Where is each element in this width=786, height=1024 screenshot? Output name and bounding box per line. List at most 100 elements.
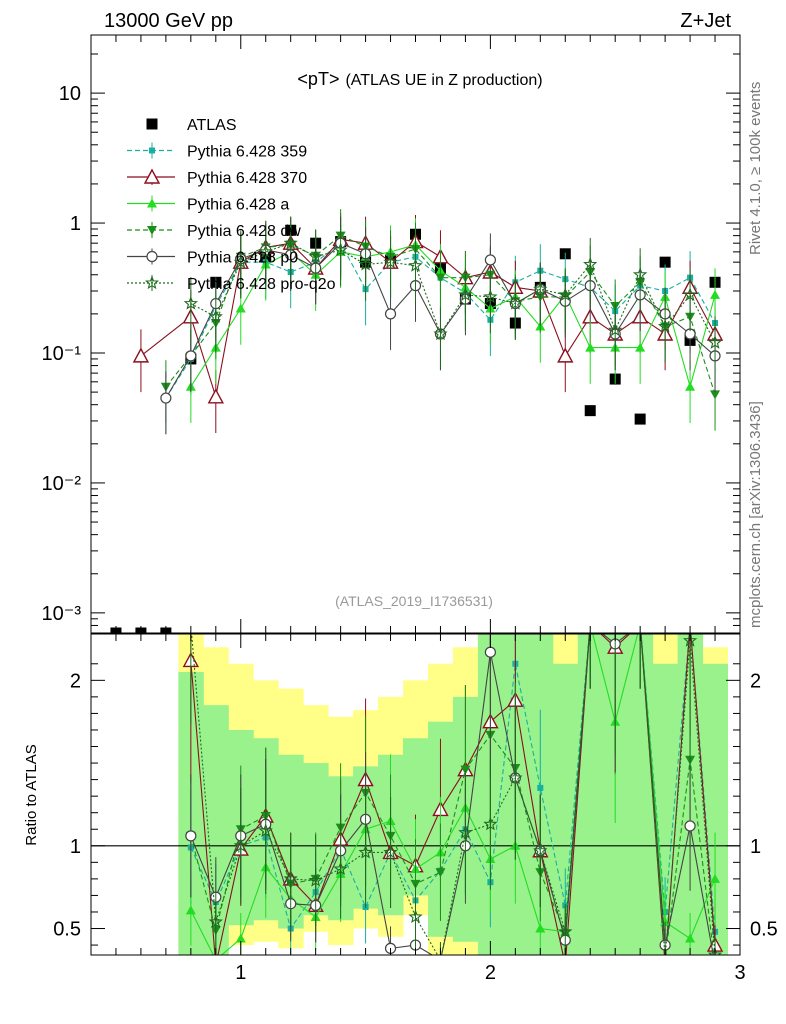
ratio-point	[258, 823, 273, 838]
analysis-id: (ATLAS_2019_I1736531)	[335, 593, 493, 609]
legend-marker	[146, 250, 158, 263]
ratio-point	[435, 868, 446, 878]
ratio-point	[208, 914, 223, 929]
series-line-pythia-6-428-dw	[165, 234, 716, 395]
data-point	[533, 281, 548, 296]
legend-marker	[146, 118, 158, 130]
legend-label: Pythia 6.428 370	[187, 170, 307, 187]
data-point	[408, 258, 423, 272]
legend-label: Pythia 6.428 pro-q2o	[187, 276, 336, 293]
ratio-y-tick-label: 1	[70, 836, 81, 858]
legend-label: Pythia 6.428 359	[187, 144, 307, 161]
ratio-point	[185, 830, 197, 842]
legend-item-pythia-6-428-370: Pythia 6.428 370	[127, 168, 307, 187]
chart-title: <pT> (ATLAS UE in Z production)	[297, 69, 542, 89]
ratio-point	[235, 933, 246, 943]
legend-item-pythia-6-428-dw: Pythia 6.428 dw	[127, 222, 301, 240]
ratio-point	[685, 933, 696, 943]
rivet-label: Rivet 4.1.0, ≥ 100k events	[747, 82, 764, 255]
data-point	[207, 388, 224, 404]
ratio-y-tick-label-right: 0.5	[750, 919, 778, 941]
ratio-point	[483, 816, 498, 831]
data-point	[508, 296, 523, 310]
ratio-line-pythia-6-428-pro-q2o	[191, 634, 716, 955]
header-left: 13000 GeV pp	[104, 10, 233, 32]
ratio-point	[408, 909, 423, 924]
legend-item-atlas: ATLAS	[146, 117, 237, 134]
legend-marker	[149, 147, 155, 154]
mcplots-label: mcplots.cern.ch [arXiv:1306.3436]	[747, 401, 764, 628]
ratio-point	[660, 916, 671, 926]
ratio-point	[710, 873, 721, 883]
legend: ATLAS Pythia 6.428 359 Pythia 6.428 370 Pyt…	[127, 117, 336, 293]
data-point	[458, 287, 473, 301]
data-point	[433, 326, 448, 341]
legend-item-pythia-6-428-p0: Pythia 6.428 p0	[127, 248, 298, 267]
ratio-y-tick-label-right: 2	[750, 670, 761, 692]
y-tick-label: 10⁻¹	[42, 343, 82, 365]
ratio-point	[383, 844, 398, 859]
data-point	[435, 273, 446, 283]
data-point	[634, 413, 646, 425]
data-point	[558, 287, 573, 301]
ratio-line-pythia-6-428-dw	[190, 634, 715, 955]
data-point	[384, 308, 397, 320]
y-tick-label: 1	[70, 213, 81, 235]
data-point	[185, 350, 197, 362]
chart-title-sub: (ATLAS UE in Z production)	[345, 72, 542, 89]
ratio-point	[233, 838, 248, 852]
data-point	[132, 347, 150, 363]
data-point	[657, 318, 673, 333]
ratio-point	[533, 843, 548, 857]
legend-item-pythia-6-428-pro-q2o: Pythia 6.428 pro-q2o	[127, 275, 336, 293]
ratio-point	[682, 634, 698, 647]
data-point	[233, 254, 248, 269]
series-pythia-6-428-pro-q2o	[183, 216, 723, 379]
ratio-y-tick-label: 0.5	[53, 919, 81, 941]
data-point	[583, 257, 598, 271]
y-tick-label: 10	[59, 83, 81, 105]
x-tick-label: 1	[235, 962, 246, 984]
data-point	[383, 254, 398, 269]
ratio-point	[484, 646, 496, 658]
series-line-pythia-6-428-pro-q2o	[190, 242, 716, 343]
y-tick-label: 10⁻³	[42, 603, 82, 625]
x-tick-label: 2	[485, 962, 496, 984]
legend-label: Pythia 6.428 dw	[187, 223, 301, 240]
data-point	[710, 390, 721, 400]
data-point	[483, 289, 498, 304]
ratio-y-axis-label: Ratio to ATLAS	[23, 744, 40, 845]
legend-item-pythia-6-428-a: Pythia 6.428 a	[127, 195, 289, 214]
data-point	[183, 296, 199, 310]
ratio-point	[308, 873, 323, 887]
series-pythia-6-428-370	[132, 212, 724, 434]
legend-label: Pythia 6.428 p0	[187, 250, 298, 267]
series-line-pythia-6-428-a	[190, 244, 716, 389]
ratio-y-tick-label-right: 1	[750, 836, 761, 858]
ratio-line-pythia-6-428-a	[190, 634, 716, 955]
ratio-point	[535, 923, 546, 933]
data-point	[208, 309, 223, 323]
ratio-point	[458, 825, 473, 839]
data-point	[710, 289, 721, 299]
x-tick-label: 3	[734, 962, 745, 984]
ratio-point	[537, 784, 544, 791]
legend-item-pythia-6-428-359: Pythia 6.428 359	[127, 142, 307, 161]
ratio-point	[185, 905, 196, 915]
data-point	[484, 254, 496, 266]
data-point	[584, 405, 596, 417]
ratio-axes: 0.5 0.5 1 1 2 2 1 2 3	[53, 634, 778, 984]
legend-marker	[143, 168, 161, 184]
ratio-y-tick-label: 2	[70, 670, 81, 692]
ratio-point	[558, 924, 573, 938]
ratio-point	[707, 947, 723, 955]
ratio-point	[283, 871, 298, 885]
data-point	[258, 244, 273, 258]
data-point	[707, 335, 723, 349]
data-point	[160, 392, 172, 404]
ratio-point	[684, 820, 696, 832]
ratio-band-layer	[178, 634, 729, 955]
legend-label: Pythia 6.428 a	[187, 197, 289, 214]
ratio-line-pythia-6-428-370	[190, 634, 716, 955]
